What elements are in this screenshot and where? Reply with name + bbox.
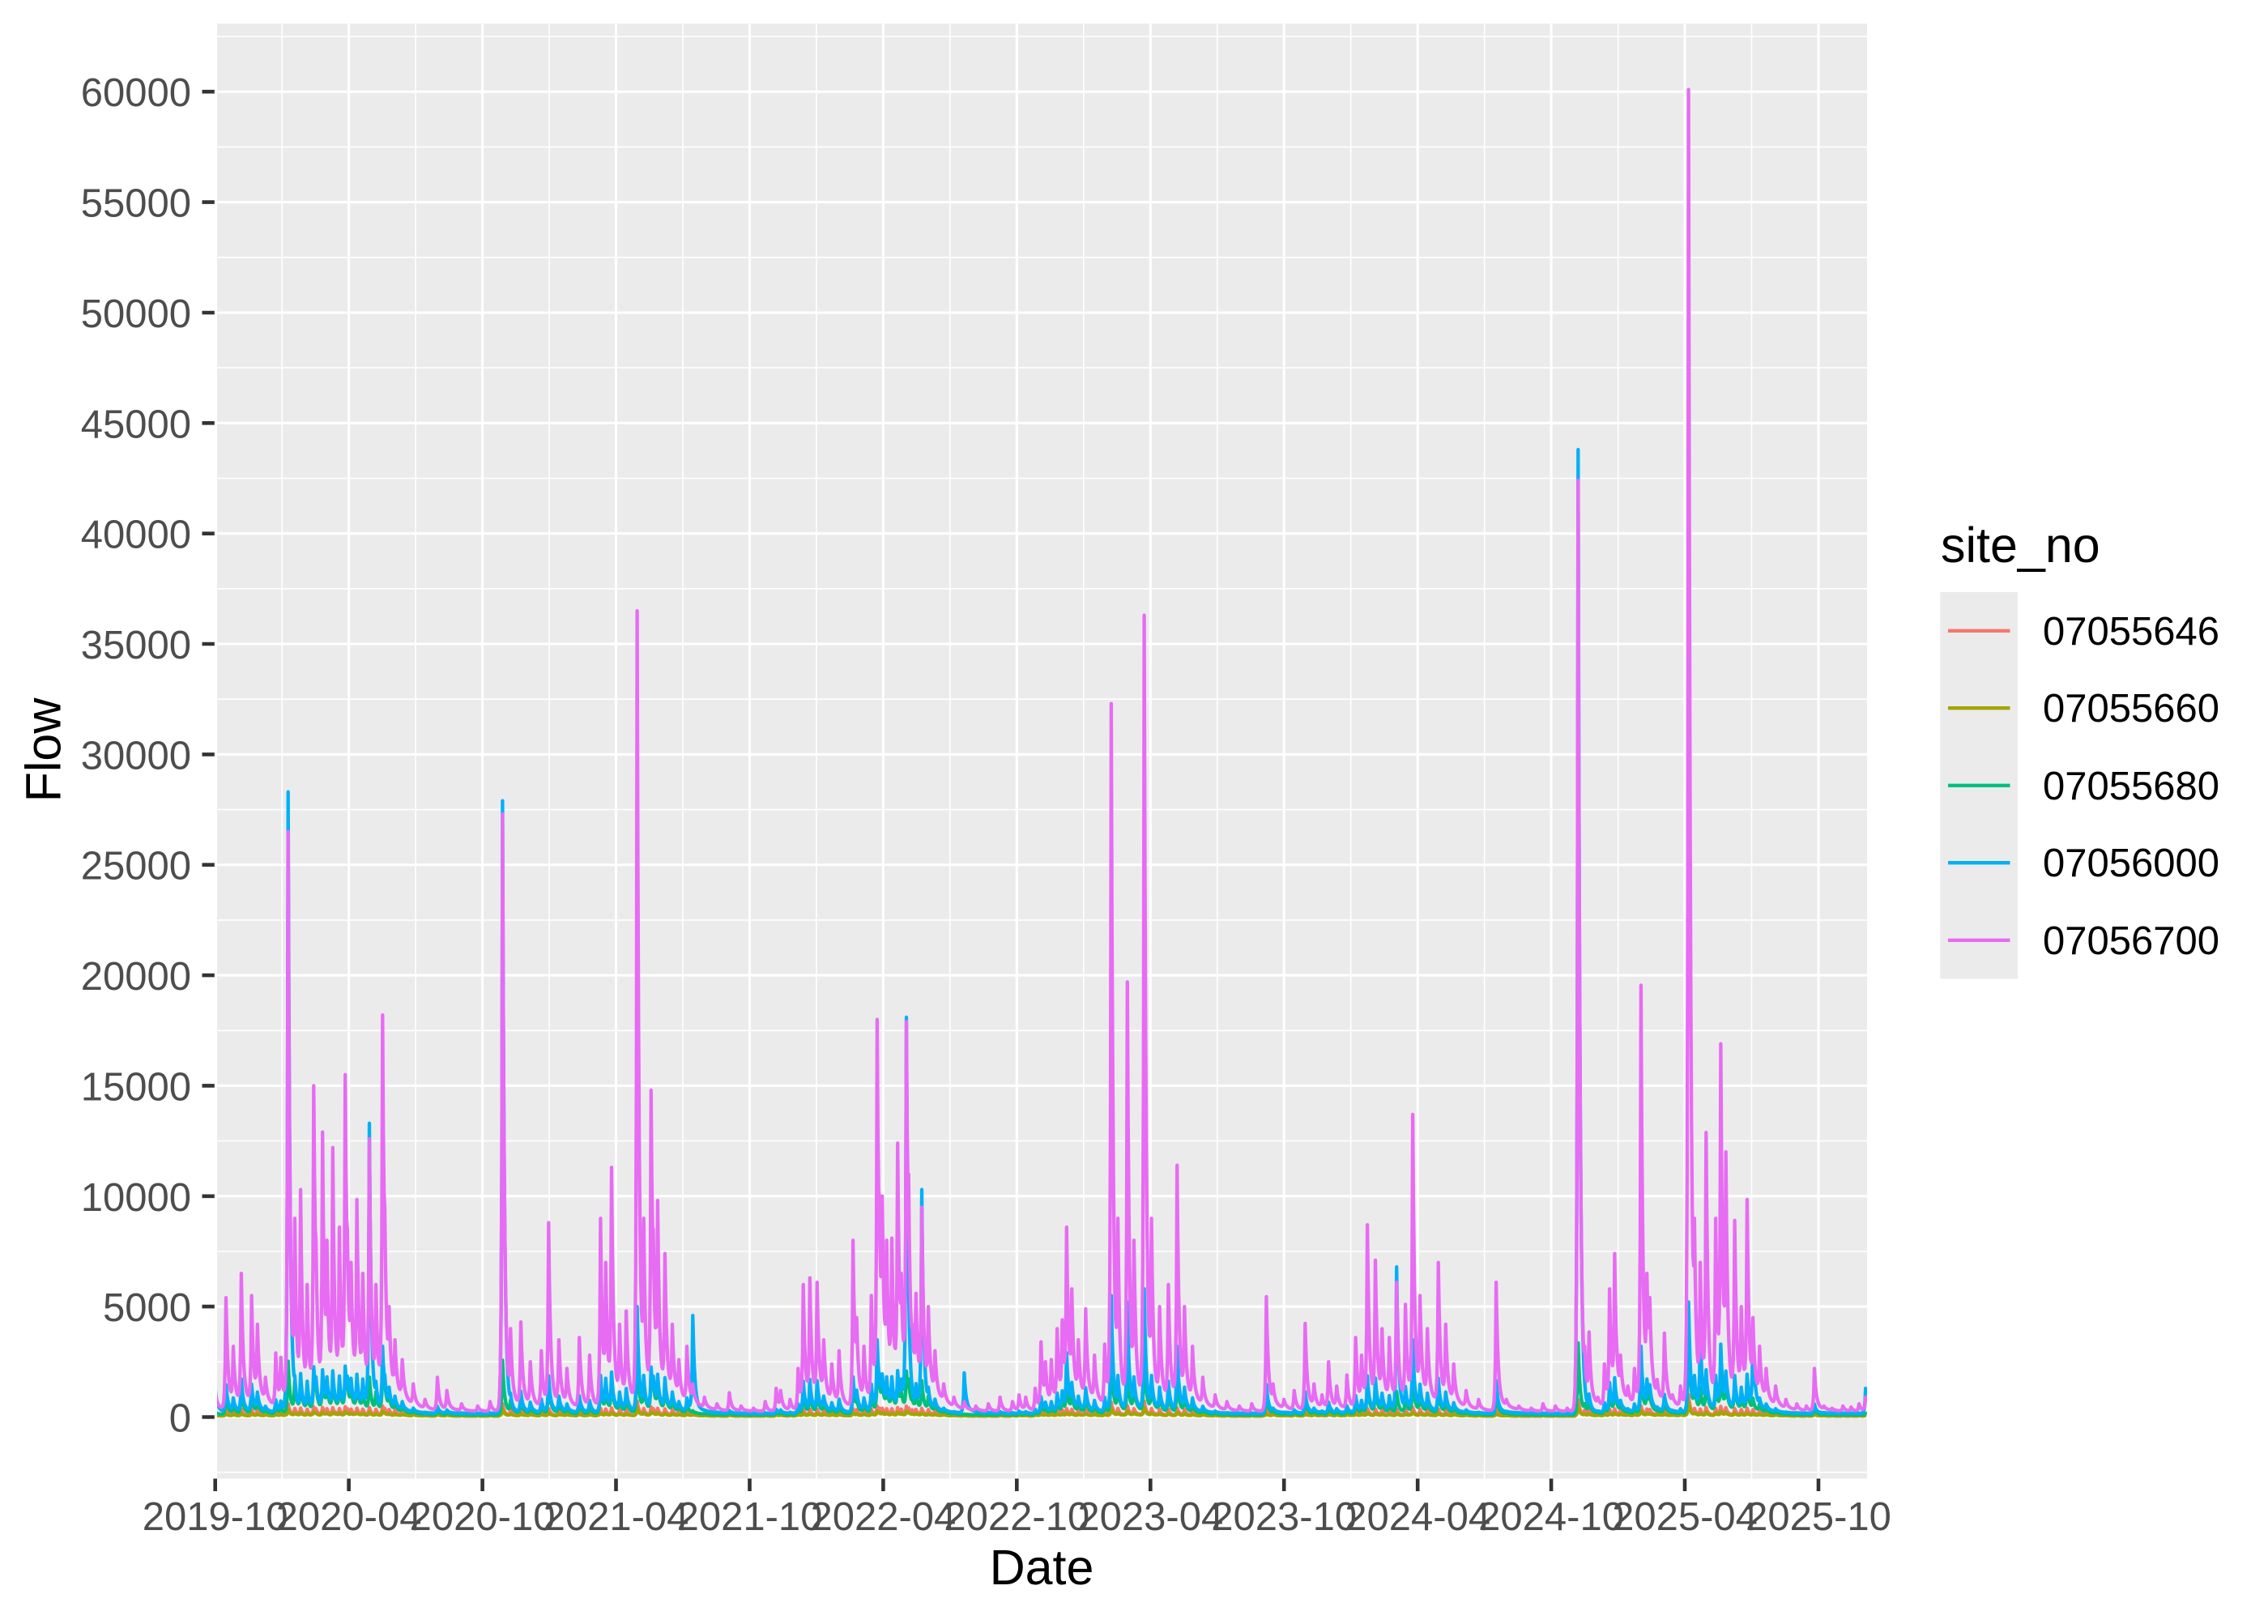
svg-text:Flow: Flow	[16, 697, 71, 803]
svg-text:2024-10: 2024-10	[1478, 1495, 1624, 1539]
svg-text:40000: 40000	[81, 514, 191, 557]
svg-text:20000: 20000	[81, 955, 191, 999]
svg-text:2021-10: 2021-10	[677, 1495, 823, 1539]
svg-text:site_no: site_no	[1941, 518, 2100, 573]
svg-text:2025-10: 2025-10	[1746, 1495, 1891, 1539]
svg-text:2020-10: 2020-10	[410, 1495, 556, 1539]
svg-text:2025-04: 2025-04	[1612, 1495, 1758, 1539]
svg-text:10000: 10000	[81, 1176, 191, 1220]
svg-text:2019-10: 2019-10	[143, 1495, 288, 1539]
svg-text:2023-10: 2023-10	[1211, 1495, 1357, 1539]
svg-text:Date: Date	[990, 1540, 1094, 1595]
svg-text:30000: 30000	[81, 734, 191, 778]
svg-text:35000: 35000	[81, 624, 191, 667]
svg-text:2024-04: 2024-04	[1345, 1495, 1490, 1539]
svg-text:07056000: 07056000	[2043, 842, 2219, 885]
svg-text:55000: 55000	[81, 182, 191, 226]
svg-text:2021-04: 2021-04	[544, 1495, 689, 1539]
svg-text:2020-04: 2020-04	[276, 1495, 422, 1539]
svg-text:50000: 50000	[81, 292, 191, 336]
svg-text:25000: 25000	[81, 845, 191, 889]
svg-text:45000: 45000	[81, 403, 191, 446]
svg-text:2022-10: 2022-10	[944, 1495, 1089, 1539]
svg-text:07056700: 07056700	[2043, 919, 2219, 963]
svg-text:15000: 15000	[81, 1065, 191, 1109]
svg-text:2022-04: 2022-04	[810, 1495, 956, 1539]
svg-text:07055646: 07055646	[2043, 610, 2219, 654]
svg-text:5000: 5000	[103, 1286, 191, 1330]
svg-text:07055680: 07055680	[2043, 765, 2219, 808]
svg-text:60000: 60000	[81, 71, 191, 115]
svg-text:2023-04: 2023-04	[1077, 1495, 1223, 1539]
svg-text:07055660: 07055660	[2043, 687, 2219, 731]
svg-text:0: 0	[169, 1397, 191, 1441]
